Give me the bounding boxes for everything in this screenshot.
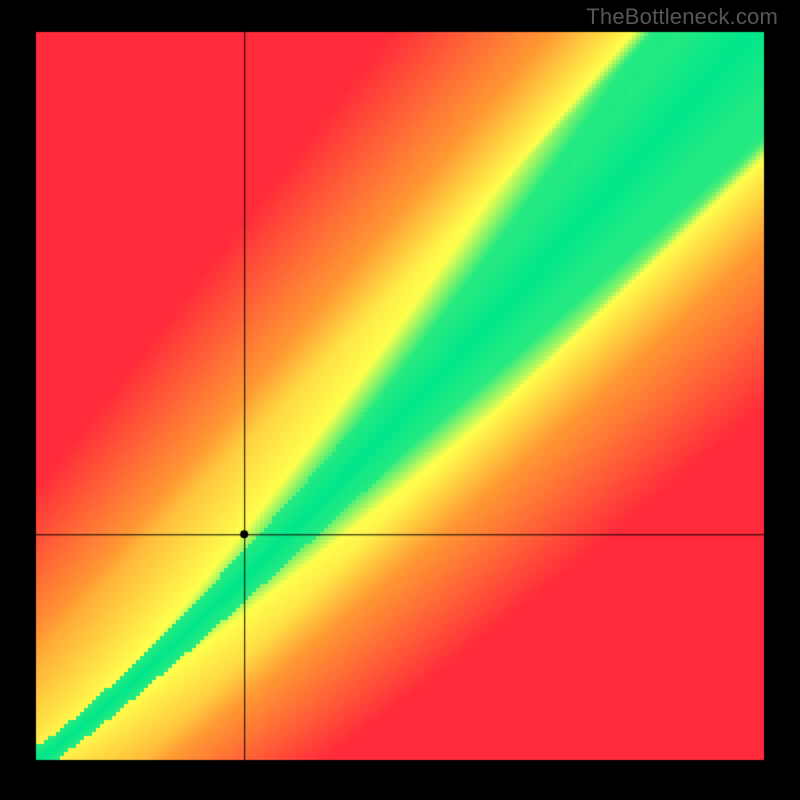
chart-container: TheBottleneck.com [0, 0, 800, 800]
watermark-text: TheBottleneck.com [586, 4, 778, 30]
bottleneck-heatmap [0, 0, 800, 800]
